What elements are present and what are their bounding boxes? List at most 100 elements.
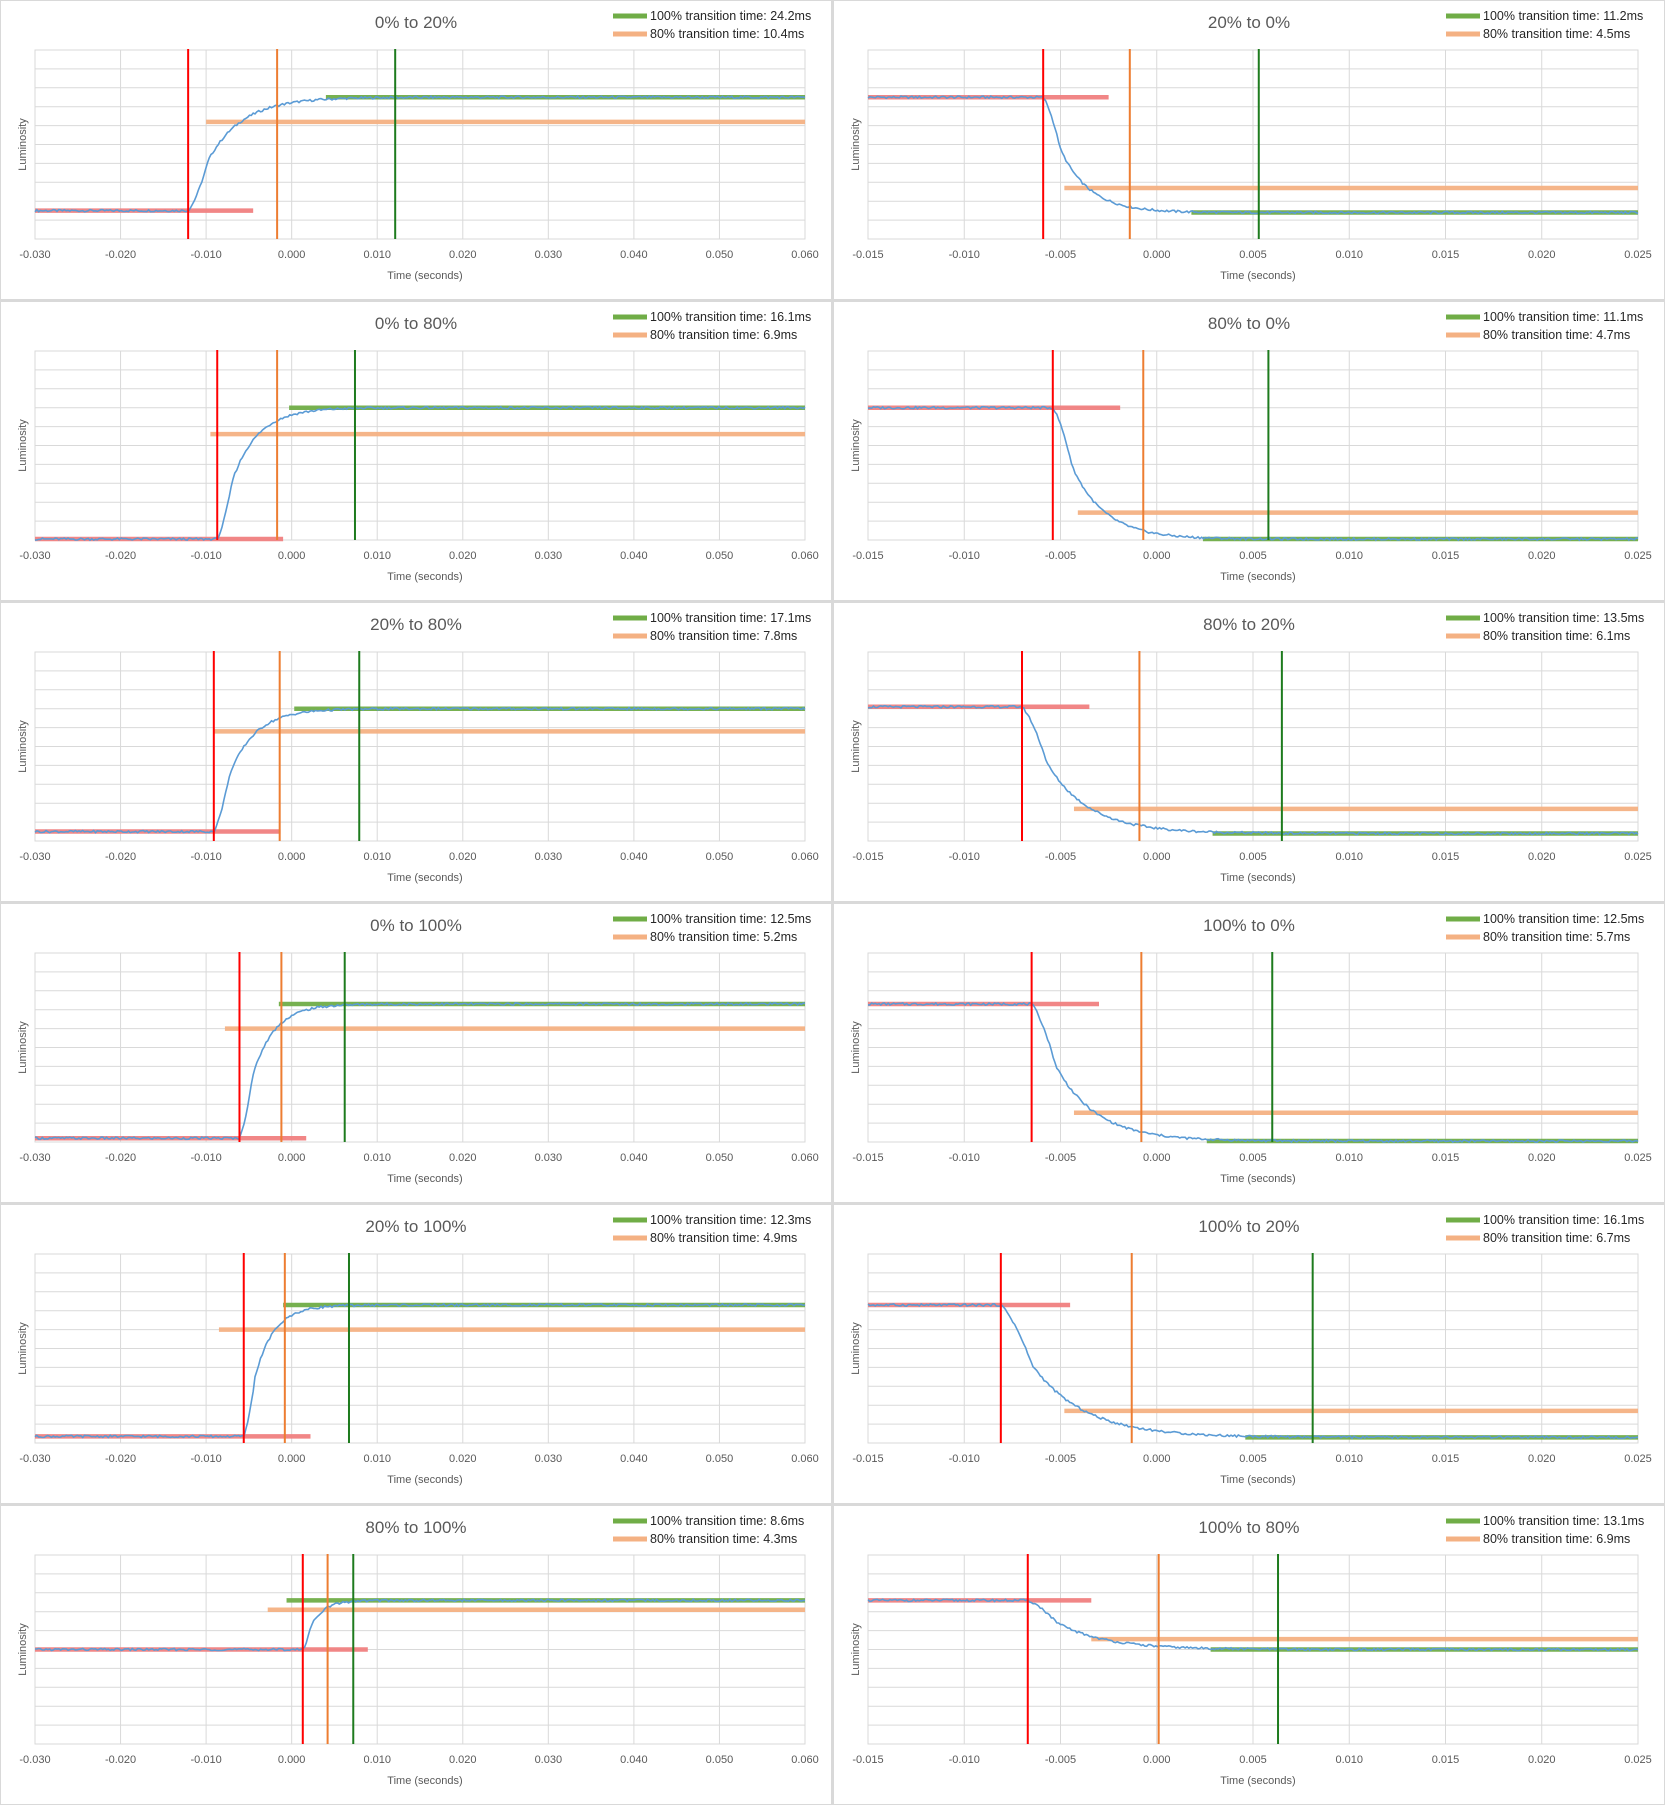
legend-label: 100% transition time: 8.6ms	[650, 1514, 804, 1528]
x-tick-label: 0.030	[535, 1453, 563, 1465]
chart-title: 100% to 80%	[1198, 1518, 1299, 1537]
x-tick-label: 0.025	[1624, 851, 1652, 863]
legend-label: 80% transition time: 6.1ms	[1483, 629, 1630, 643]
x-tick-label: 0.015	[1432, 851, 1460, 863]
x-tick-label: 0.010	[363, 1152, 391, 1164]
x-tick-label: 0.010	[1335, 550, 1363, 562]
y-axis-label: Luminosity	[17, 118, 29, 171]
legend-label: 80% transition time: 6.9ms	[650, 328, 797, 342]
x-tick-label: 0.050	[706, 249, 734, 261]
x-tick-label: 0.010	[1335, 1754, 1363, 1766]
x-tick-label: 0.005	[1239, 1754, 1267, 1766]
x-tick-label: 0.030	[535, 1754, 563, 1766]
chart-title: 20% to 80%	[370, 615, 462, 634]
chart-svg: -0.015 -0.010 -0.005 0.000 0.005 0.010 0.015 0.…	[850, 9, 1652, 282]
x-tick-label: -0.010	[191, 249, 222, 261]
legend-label: 80% transition time: 4.7ms	[1483, 328, 1630, 342]
chart-title: 80% to 20%	[1203, 615, 1295, 634]
x-tick-label: -0.005	[1045, 1453, 1076, 1465]
x-tick-label: -0.010	[191, 1754, 222, 1766]
chart-title: 20% to 0%	[1208, 13, 1290, 32]
legend-label: 100% transition time: 12.5ms	[1483, 912, 1644, 926]
x-tick-label: 0.030	[535, 550, 563, 562]
x-axis-label: Time (seconds)	[387, 1173, 462, 1185]
x-tick-label: -0.015	[852, 851, 883, 863]
x-tick-label: 0.030	[535, 851, 563, 863]
legend-label: 100% transition time: 12.3ms	[650, 1213, 811, 1227]
x-tick-label: 0.040	[620, 1453, 648, 1465]
x-tick-label: -0.015	[852, 1453, 883, 1465]
x-tick-label: -0.005	[1045, 1152, 1076, 1164]
x-tick-label: -0.010	[949, 1152, 980, 1164]
luminosity-curve	[867, 1302, 1638, 1440]
x-tick-label: 0.025	[1624, 1453, 1652, 1465]
x-tick-label: -0.010	[191, 1152, 222, 1164]
x-tick-label: 0.000	[1143, 851, 1171, 863]
legend-label: 80% transition time: 7.8ms	[650, 629, 797, 643]
x-tick-label: 0.010	[363, 1453, 391, 1465]
x-tick-label: 0.030	[535, 249, 563, 261]
x-tick-label: 0.040	[620, 550, 648, 562]
legend-label: 80% transition time: 4.3ms	[650, 1532, 797, 1546]
x-tick-label: 0.040	[620, 851, 648, 863]
plot-area	[34, 49, 806, 240]
chart-panel: -0.015 -0.010 -0.005 0.000 0.005 0.010 0.015 0.…	[833, 903, 1665, 1203]
x-tick-label: -0.010	[949, 851, 980, 863]
x-tick-label: 0.050	[706, 550, 734, 562]
x-tick-label: 0.010	[1335, 851, 1363, 863]
x-tick-label: 0.050	[706, 1754, 734, 1766]
chart-title: 0% to 80%	[375, 314, 457, 333]
x-tick-label: -0.030	[19, 550, 50, 562]
x-tick-label: 0.050	[706, 851, 734, 863]
x-tick-label: -0.030	[19, 851, 50, 863]
y-axis-label: Luminosity	[850, 720, 862, 773]
x-tick-label: 0.015	[1432, 249, 1460, 261]
y-axis-label: Luminosity	[850, 1623, 862, 1676]
chart-panel: -0.030 -0.020 -0.010 0.000 0.010 0.020 0.030 0.…	[0, 301, 832, 601]
legend-label: 80% transition time: 5.2ms	[650, 930, 797, 944]
x-tick-label: 0.010	[363, 851, 391, 863]
chart-title: 20% to 100%	[365, 1217, 466, 1236]
x-tick-label: 0.000	[1143, 249, 1171, 261]
plot-area	[34, 1253, 806, 1444]
y-axis-label: Luminosity	[17, 419, 29, 472]
plot-area	[34, 952, 806, 1143]
y-axis-label: Luminosity	[17, 1322, 29, 1375]
x-axis-label: Time (seconds)	[1220, 1775, 1295, 1787]
y-axis-label: Luminosity	[17, 1623, 29, 1676]
luminosity-curve	[867, 704, 1639, 836]
luminosity-curve	[34, 405, 806, 542]
legend-label: 100% transition time: 11.2ms	[1483, 9, 1643, 23]
x-tick-label: 0.060	[791, 1453, 819, 1465]
x-tick-label: -0.010	[191, 550, 222, 562]
x-tick-label: 0.015	[1432, 1152, 1460, 1164]
x-tick-label: 0.020	[1528, 550, 1556, 562]
x-tick-label: 0.000	[1143, 1453, 1171, 1465]
plot-area	[867, 651, 1639, 842]
x-tick-label: -0.030	[19, 249, 50, 261]
x-tick-label: -0.010	[949, 1754, 980, 1766]
x-tick-label: -0.010	[191, 1453, 222, 1465]
x-tick-label: -0.015	[852, 550, 883, 562]
x-tick-label: 0.015	[1432, 550, 1460, 562]
x-tick-label: 0.010	[1335, 1152, 1363, 1164]
x-axis-label: Time (seconds)	[1220, 1474, 1295, 1486]
x-tick-label: -0.005	[1045, 550, 1076, 562]
x-axis-label: Time (seconds)	[387, 1775, 462, 1787]
x-tick-label: 0.020	[449, 1453, 477, 1465]
chart-panel: -0.015 -0.010 -0.005 0.000 0.005 0.010 0.015 0.…	[833, 602, 1665, 902]
x-tick-label: 0.025	[1624, 1152, 1652, 1164]
x-axis-label: Time (seconds)	[387, 872, 462, 884]
x-tick-label: 0.010	[363, 249, 391, 261]
x-tick-label: -0.020	[105, 249, 136, 261]
x-tick-label: 0.020	[1528, 1453, 1556, 1465]
luminosity-curve	[867, 95, 1639, 215]
y-axis-label: Luminosity	[17, 1021, 29, 1074]
x-tick-label: 0.040	[620, 249, 648, 261]
chart-svg: -0.030 -0.020 -0.010 0.000 0.010 0.020 0.030 0.…	[17, 611, 819, 884]
chart-title: 100% to 0%	[1203, 916, 1295, 935]
chart-svg: -0.030 -0.020 -0.010 0.000 0.010 0.020 0.030 0.…	[17, 1213, 819, 1486]
x-tick-label: 0.015	[1432, 1754, 1460, 1766]
x-tick-label: -0.020	[105, 550, 136, 562]
